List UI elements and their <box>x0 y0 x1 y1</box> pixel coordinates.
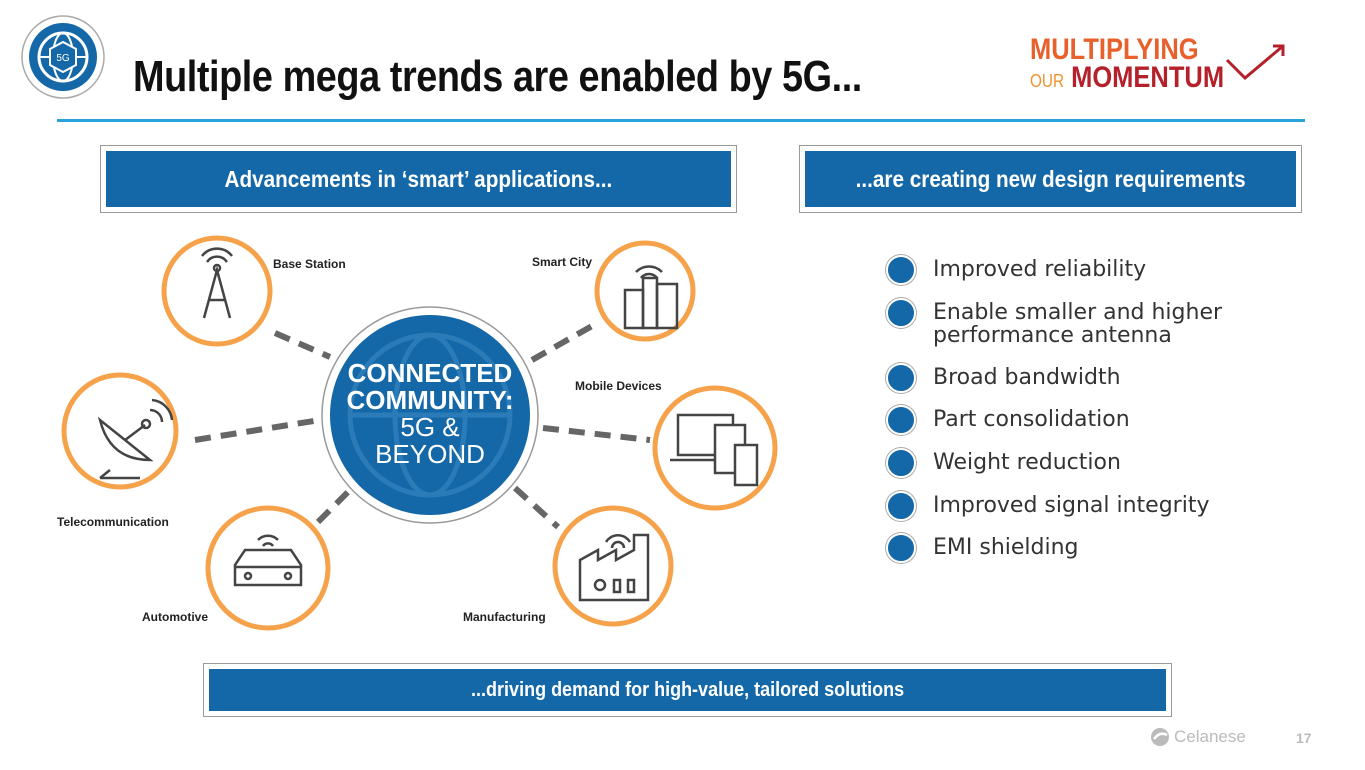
svg-text:5G: 5G <box>56 53 70 64</box>
connector <box>194 417 321 443</box>
requirement-item: Broad bandwidth <box>886 363 1121 393</box>
check-arrow-icon <box>1225 44 1285 80</box>
bullet-icon <box>886 533 916 563</box>
center-label: CONNECTED COMMUNITY: 5G & BEYOND <box>346 358 514 469</box>
connector <box>273 330 332 360</box>
label-mobile-devices: Mobile Devices <box>575 379 662 393</box>
bullet-icon <box>886 255 916 285</box>
requirement-item: Improved reliability <box>886 255 1146 285</box>
bullet-icon <box>886 491 916 521</box>
smart-applications-banner: Advancements in ‘smart’ applications... <box>100 145 737 213</box>
page-number: 17 <box>1296 730 1312 746</box>
bullet-icon <box>886 405 916 435</box>
label-manufacturing: Manufacturing <box>463 610 546 624</box>
5g-globe-icon: 5G <box>21 15 105 99</box>
connector <box>512 485 561 530</box>
connector <box>315 487 353 525</box>
label-base-station: Base Station <box>273 257 346 271</box>
label-telecommunication: Telecommunication <box>57 515 169 529</box>
requirement-item: EMI shielding <box>886 533 1079 563</box>
requirement-item: Part consolidation <box>886 405 1130 435</box>
base-station-circle <box>161 235 273 347</box>
requirement-item: Improved signal integrity <box>886 491 1209 521</box>
title-divider <box>57 119 1305 122</box>
connector <box>530 323 594 363</box>
demand-banner: ...driving demand for high-value, tailor… <box>203 663 1172 717</box>
city-icon <box>623 265 679 330</box>
celanese-logo-icon <box>1151 728 1169 746</box>
connected-community-diagram <box>61 235 778 631</box>
label-smart-city: Smart City <box>532 255 593 269</box>
tower-icon <box>201 247 233 319</box>
manufacturing-circle <box>552 505 674 627</box>
devices-icon <box>670 413 759 487</box>
requirement-item: Enable smaller and higher performance an… <box>886 298 1286 347</box>
bullet-icon <box>886 363 916 393</box>
car-icon <box>233 534 303 587</box>
telecom-circle <box>61 372 179 490</box>
design-requirements-banner: ...are creating new design requirements <box>799 145 1302 213</box>
bullet-icon <box>886 298 916 328</box>
label-automotive: Automotive <box>142 610 208 624</box>
page-title: Multiple mega trends are enabled by 5G..… <box>133 52 862 101</box>
requirement-item: Weight reduction <box>886 448 1121 478</box>
satellite-dish-icon <box>97 398 174 480</box>
connector <box>542 425 651 443</box>
bullet-icon <box>886 448 916 478</box>
company-name: Celanese <box>1174 727 1246 746</box>
multiplying-momentum-logo: MULTIPLYING OUR MOMENTUM <box>1030 33 1225 94</box>
factory-icon <box>578 533 650 602</box>
smart-city-circle <box>594 240 696 342</box>
